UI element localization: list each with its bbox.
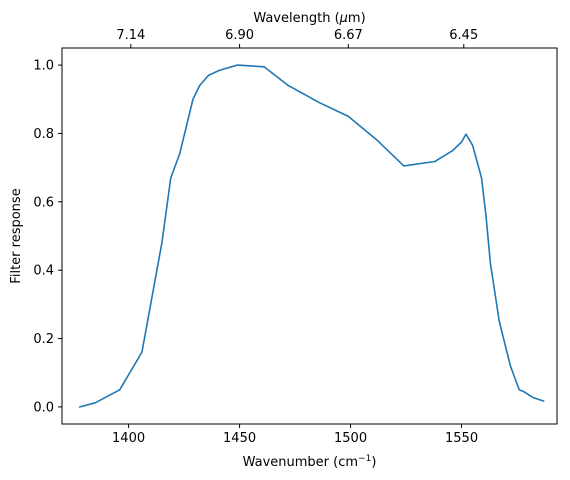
series-line-0 xyxy=(78,64,545,408)
top-tick-label: 7.14 xyxy=(116,28,145,43)
top-tick-label: 6.90 xyxy=(225,28,254,43)
y-tick-label: 0.6 xyxy=(33,195,54,210)
x-tick-label: 1400 xyxy=(112,431,145,446)
y-axis-label: Filter response xyxy=(9,188,24,283)
y-tick-label: 0.8 xyxy=(33,127,54,142)
top-tick-label: 6.45 xyxy=(449,28,478,43)
y-tick-label: 0.0 xyxy=(33,400,54,415)
x-tick-label: 1550 xyxy=(445,431,478,446)
y-ticks: 0.0 0.2 0.4 0.6 0.8 1.0 xyxy=(33,59,62,415)
top-ticks: 7.14 6.90 6.67 6.45 xyxy=(116,28,478,48)
top-axis-label: Wavelength (μm) xyxy=(253,11,365,26)
plot-layer xyxy=(78,64,545,408)
top-tick-label: 6.67 xyxy=(334,28,363,43)
x-axis-label: Wavenumber (cm−1) xyxy=(243,454,377,470)
x-tick-label: 1500 xyxy=(334,431,367,446)
x-ticks: 1400 1450 1500 1550 xyxy=(112,424,478,446)
plot-frame xyxy=(61,47,558,425)
x-tick-label: 1450 xyxy=(223,431,256,446)
y-tick-label: 1.0 xyxy=(33,59,54,74)
y-tick-label: 0.4 xyxy=(33,264,54,279)
y-tick-label: 0.2 xyxy=(33,332,54,347)
